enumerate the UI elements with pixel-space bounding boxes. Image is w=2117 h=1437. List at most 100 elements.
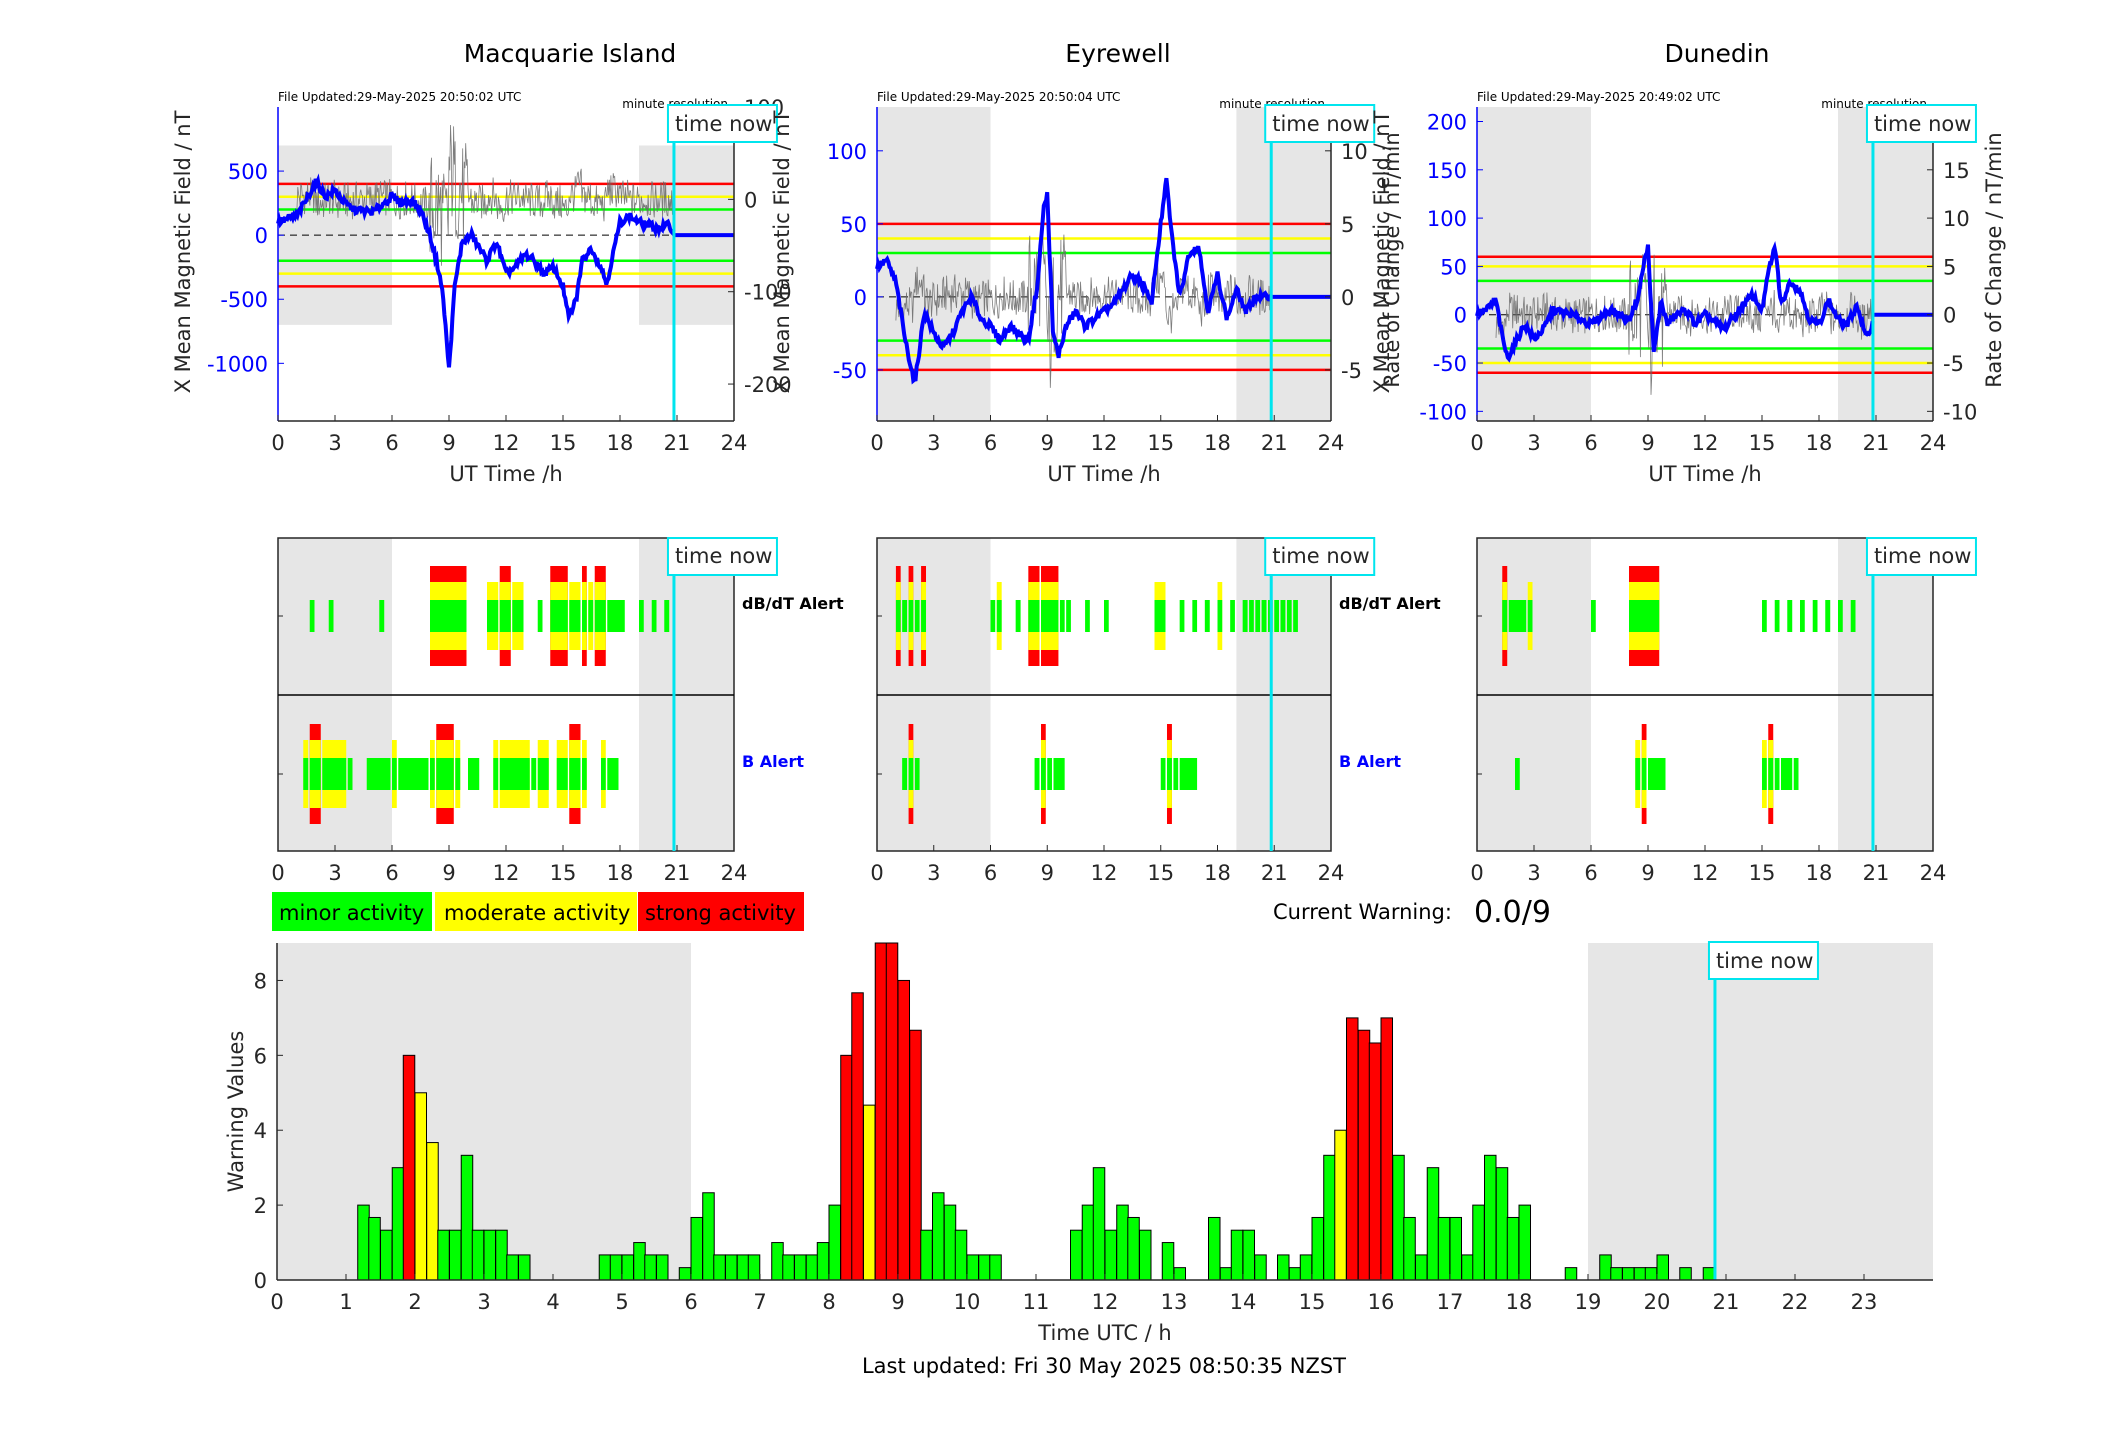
- x-tick-label: 12: [493, 861, 520, 885]
- alert-block-minor: [1635, 758, 1641, 790]
- x-tick-label: 15: [1147, 861, 1174, 885]
- alert-block-minor: [921, 600, 927, 632]
- warning-bar: [1679, 1267, 1692, 1281]
- x-tick-label: 12: [1091, 861, 1118, 885]
- alert-block-minor: [499, 758, 530, 790]
- x-tick-label: 6: [684, 1290, 697, 1314]
- time-now-box: [1865, 104, 1977, 143]
- alert-block-minor: [328, 600, 334, 632]
- x-tick-label: 6: [984, 861, 997, 885]
- warning-bar: [598, 1254, 612, 1281]
- time-now-label: time now: [1272, 544, 1369, 568]
- y-tick-label-left: -50: [833, 359, 867, 383]
- x-tick-label: 15: [1299, 1290, 1326, 1314]
- x-tick-label: 24: [721, 861, 748, 885]
- x-tick-label: 15: [1749, 861, 1776, 885]
- rate-of-change-trace: [296, 124, 673, 266]
- x-tick-label: 6: [1584, 861, 1597, 885]
- x-field-line: [1475, 241, 1875, 363]
- alert-block-minor: [436, 758, 454, 790]
- legend-strong-swatch: [638, 892, 804, 931]
- x-field-line: [875, 177, 1273, 385]
- x-tick-label: 21: [1863, 861, 1890, 885]
- x-tick-label: 12: [493, 431, 520, 455]
- legend-minor-swatch: [272, 892, 432, 931]
- legend-minor-label: minor activity: [279, 901, 424, 925]
- warning-bar: [678, 1267, 692, 1281]
- alert-block-minor: [1154, 600, 1166, 632]
- alert-block-minor: [1774, 600, 1780, 632]
- warning-bar: [1484, 1154, 1497, 1281]
- x-tick-label: 19: [1575, 1290, 1602, 1314]
- alert-row-label: dB/dT Alert: [1339, 594, 1441, 613]
- warning-bar: [713, 1254, 726, 1281]
- x-tick-label: 7: [753, 1290, 766, 1314]
- x-tick-label: 9: [442, 431, 455, 455]
- y-tick-label-right: 15: [1943, 159, 1970, 183]
- alert-block-minor: [1787, 600, 1793, 632]
- warning-bar: [426, 1142, 439, 1281]
- alert-block-minor: [1502, 600, 1508, 632]
- y-tick-label-left: 50: [1440, 255, 1467, 279]
- x-tick-label: 0: [1470, 861, 1483, 885]
- time-now-label: time now: [1874, 544, 1971, 568]
- warning-bar: [380, 1229, 393, 1281]
- x-axis-label: UT Time /h: [1047, 462, 1160, 486]
- alert-block-minor: [1508, 600, 1527, 632]
- x-tick-label: 15: [1147, 431, 1174, 455]
- alert-block-minor: [430, 600, 467, 632]
- warning-bar: [954, 1229, 968, 1281]
- alert-block-minor: [1053, 758, 1065, 790]
- warning-bar: [1633, 1267, 1647, 1281]
- alert-block-minor: [914, 600, 920, 632]
- x-tick-label: 12: [1091, 431, 1118, 455]
- plot-layer: 03691215182124-1000-5000500-200-1000100U…: [171, 90, 2006, 1345]
- warning-bar: [1219, 1267, 1233, 1281]
- night-shade: [1236, 107, 1331, 421]
- warning-bar: [1599, 1254, 1612, 1281]
- warning-bar: [1254, 1254, 1267, 1281]
- time-now-label: time now: [1272, 112, 1369, 136]
- y-tick-label-left: -1000: [207, 352, 268, 376]
- x-tick-label: 9: [1641, 431, 1654, 455]
- y-axis-label-left: X Mean Magnetic Field / nT: [171, 110, 195, 393]
- x-tick-label: 0: [271, 431, 284, 455]
- warning-bar: [1208, 1216, 1221, 1281]
- warning-bar: [1127, 1216, 1140, 1281]
- x-tick-label: 6: [385, 431, 398, 455]
- x-tick-label: 12: [1692, 431, 1719, 455]
- alert-row-label: dB/dT Alert: [742, 594, 844, 613]
- x-tick-label: 0: [1470, 431, 1483, 455]
- alert-row-label: B Alert: [1339, 752, 1401, 771]
- warning-bar: [851, 992, 864, 1281]
- alert-block-minor: [556, 758, 568, 790]
- warning-bar: [805, 1254, 819, 1281]
- time-now-box: [1264, 104, 1376, 143]
- warning-bar: [1230, 1229, 1244, 1281]
- time-now-box: [666, 104, 778, 143]
- time-now-label: time now: [675, 112, 772, 136]
- alert-block-minor: [1629, 600, 1660, 632]
- y-axis-label-left: X Mean Magnetic Field / nT: [770, 110, 794, 393]
- legend-moderate-swatch: [435, 892, 637, 931]
- x-tick-label: 18: [607, 431, 634, 455]
- y-tick-label-left: 0: [1454, 304, 1467, 328]
- warning-bar: [1415, 1254, 1428, 1281]
- alert-block-minor: [902, 758, 908, 790]
- current-warning-value: 0.0/9: [1474, 895, 1551, 930]
- x-tick-label: 21: [1713, 1290, 1740, 1314]
- y-axis-label-left: X Mean Magnetic Field / nT: [1370, 110, 1394, 393]
- alert-block-minor: [1527, 600, 1533, 632]
- warning-bar: [402, 1054, 416, 1281]
- night-shade: [1838, 107, 1933, 421]
- warning-bar: [1311, 1216, 1325, 1281]
- alert-block-minor: [366, 758, 391, 790]
- x-tick-label: 24: [1920, 861, 1947, 885]
- warning-bar: [1506, 1216, 1520, 1281]
- alert-block-minor: [1781, 758, 1793, 790]
- warning-bar: [495, 1229, 508, 1281]
- warning-bar: [1426, 1167, 1440, 1281]
- warning-bar: [471, 1229, 485, 1281]
- x-tick-label: 15: [550, 431, 577, 455]
